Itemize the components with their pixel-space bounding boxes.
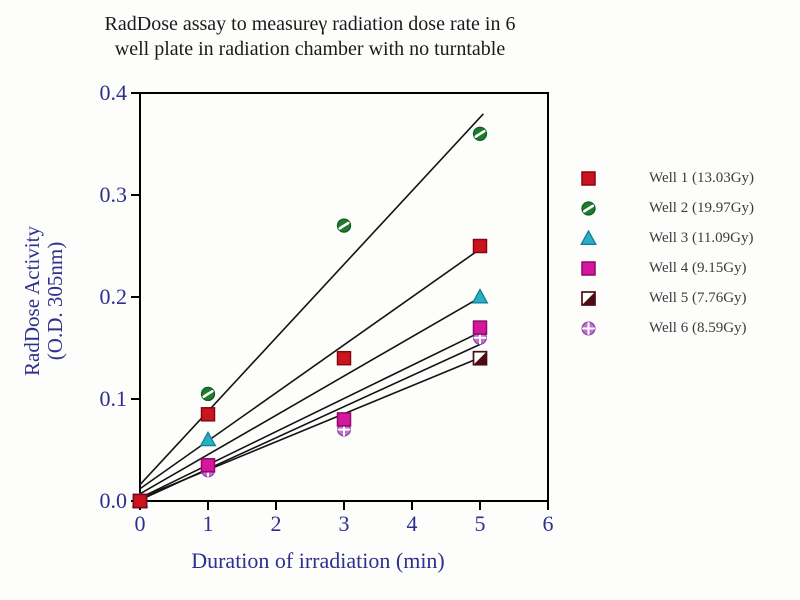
data-point-well-4 [200,458,216,473]
x-tick-label: 4 [407,511,418,536]
chart-title: RadDose assay to measureγ radiation dose… [40,12,580,62]
y-tick-label: 0.0 [100,488,128,513]
legend-label-well-3: Well 3 (11.09Gy) [649,229,754,246]
legend-item-well-4: Well 4 (9.15Gy) [580,253,754,283]
legend-label-well-5: Well 5 (7.76Gy) [649,289,747,306]
data-point-well-3 [199,430,217,447]
x-tick-label: 2 [271,511,282,536]
x-axis-label: Duration of irradiation (min) [191,548,445,573]
legend-label-well-4: Well 4 (9.15Gy) [649,259,747,276]
data-point-well-5 [472,350,488,366]
chart-title-line-1: RadDose assay to measureγ radiation dose… [104,13,516,35]
well-1-marker-icon [581,170,596,186]
legend-item-well-1: Well 1 (13.03Gy) [580,163,754,193]
fit-line-well-4 [139,329,484,499]
data-point-well-1 [472,238,488,254]
x-tick-label: 6 [543,511,554,536]
legend-item-well-3: Well 3 (11.09Gy) [580,223,754,253]
well-5-marker-icon [581,290,596,306]
data-point-well-4 [336,412,352,427]
legend-item-well-6: Well 6 (8.59Gy) [580,313,754,343]
plot-frame [139,92,549,502]
data-point-well-2 [200,386,216,402]
x-tick-label: 0 [135,511,146,536]
x-tick-label: 1 [203,511,214,536]
y-tick-label: 0.4 [100,80,128,105]
data-point-well-1 [132,493,148,509]
data-point-well-1 [336,350,352,366]
y-tick-label: 0.2 [100,284,128,309]
well-4-marker-icon [581,260,596,276]
fit-line-well-1 [139,246,484,490]
data-point-well-2 [472,126,488,141]
legend: Well 1 (13.03Gy) Well 2 (19.97Gy) Well 3 (… [580,163,754,343]
y-tick-label: 0.1 [100,386,128,411]
well-6-marker-icon [581,320,596,336]
data-point-well-4 [472,320,488,335]
well-2-marker-icon [581,200,596,216]
chart-title-line-2: well plate in radiation chamber with no … [114,38,506,60]
legend-label-well-2: Well 2 (19.97Gy) [649,199,755,216]
fit-line-well-3 [139,294,484,495]
fit-line-well-6 [139,342,484,501]
legend-label-well-1: Well 1 (13.03Gy) [649,169,755,186]
data-point-well-2 [336,218,352,233]
legend-item-well-2: Well 2 (19.97Gy) [580,193,754,223]
y-axis-label-line-2: (O.D. 305nm) [43,241,67,361]
x-tick-label: 5 [475,511,486,536]
fit-line-well-2 [139,113,484,486]
data-point-well-3 [471,288,489,304]
well-3-marker-icon [580,229,597,245]
y-tick-label: 0.3 [100,182,128,207]
legend-label-well-6: Well 6 (8.59Gy) [649,319,747,336]
legend-item-well-5: Well 5 (7.76Gy) [580,283,754,313]
data-point-well-1 [200,407,216,422]
x-tick-label: 3 [339,511,350,536]
